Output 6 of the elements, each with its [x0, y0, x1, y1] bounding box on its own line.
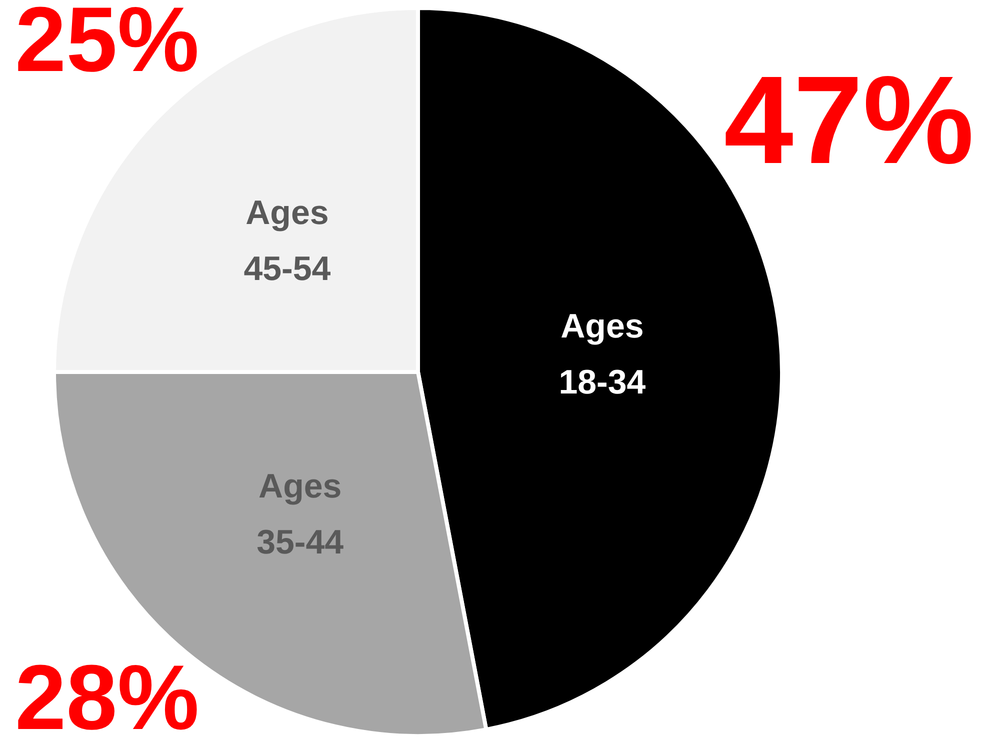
- data-label: 28%: [15, 647, 200, 738]
- slice-label: Ages 45-54: [244, 194, 331, 288]
- slice-label: Ages 35-44: [256, 468, 344, 562]
- data-label: 25%: [15, 0, 200, 91]
- slice-label: Ages 18-34: [558, 308, 646, 402]
- data-label: 47%: [724, 51, 974, 190]
